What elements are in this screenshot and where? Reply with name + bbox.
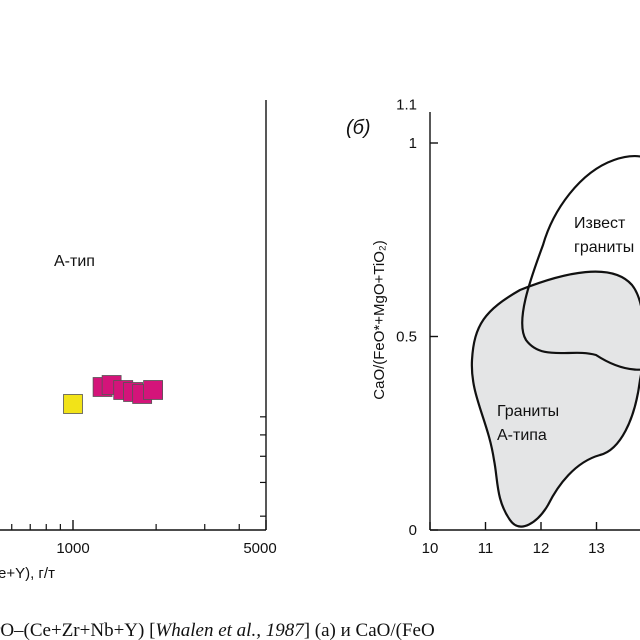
calc-granites-label-line-2: граниты bbox=[574, 239, 634, 256]
y-tick-label-1: 1 bbox=[409, 135, 417, 152]
panel-a-bottom-ticks bbox=[11, 520, 267, 530]
data-point-magenta bbox=[143, 380, 163, 400]
x-tick-label-5000: 5000 bbox=[243, 540, 276, 557]
x-tick-label-1000: 1000 bbox=[56, 540, 89, 557]
y-tick-label-0: 0 bbox=[409, 522, 417, 539]
panel-b-scatter: 10 11 12 13 0 0.5 1 1.1 (б) CaO/(FeO*+Mg… bbox=[346, 96, 640, 557]
panel-b-ticks bbox=[429, 142, 598, 531]
x-tick-label-11: 11 bbox=[478, 540, 494, 557]
panel-a-scatter: 1000 5000 e+Y), г/т А-тип bbox=[0, 100, 277, 582]
panel-b-label: (б) bbox=[346, 117, 371, 139]
field-a-type-granites bbox=[470, 270, 640, 528]
x-tick-label-13: 13 bbox=[588, 540, 605, 557]
a-type-region-label: А-тип bbox=[54, 253, 95, 270]
a-type-granites-label-line-1: Граниты bbox=[497, 403, 559, 420]
field-calc-alkaline-granites bbox=[521, 155, 640, 371]
panel-a-x-axis-title-fragment: e+Y), г/т bbox=[0, 565, 55, 582]
panel-a-right-ticks bbox=[260, 416, 266, 517]
caption-suffix: ] (а) и CaO/(FeO bbox=[304, 620, 435, 640]
panel-b-y-axis-title: CaO/(FeO*+MgO+TiO₂) bbox=[371, 240, 388, 399]
caption-prefix: rO–(Ce+Zr+Nb+Y) [ bbox=[0, 620, 155, 640]
data-point-yellow bbox=[63, 394, 83, 414]
calc-granites-label-line-1: Извест bbox=[574, 215, 626, 232]
y-tick-label-1.1: 1.1 bbox=[396, 96, 417, 113]
x-tick-label-10: 10 bbox=[422, 540, 439, 557]
figure-caption: rO–(Ce+Zr+Nb+Y) [Whalen et al., 1987] (а… bbox=[0, 620, 435, 640]
y-tick-label-0.5: 0.5 bbox=[396, 329, 417, 346]
x-tick-label-12: 12 bbox=[533, 540, 550, 557]
panel-a-points bbox=[63, 375, 163, 414]
a-type-granites-label-line-2: А-типа bbox=[497, 427, 547, 444]
caption-authors: Whalen et al., 1987 bbox=[155, 620, 305, 640]
